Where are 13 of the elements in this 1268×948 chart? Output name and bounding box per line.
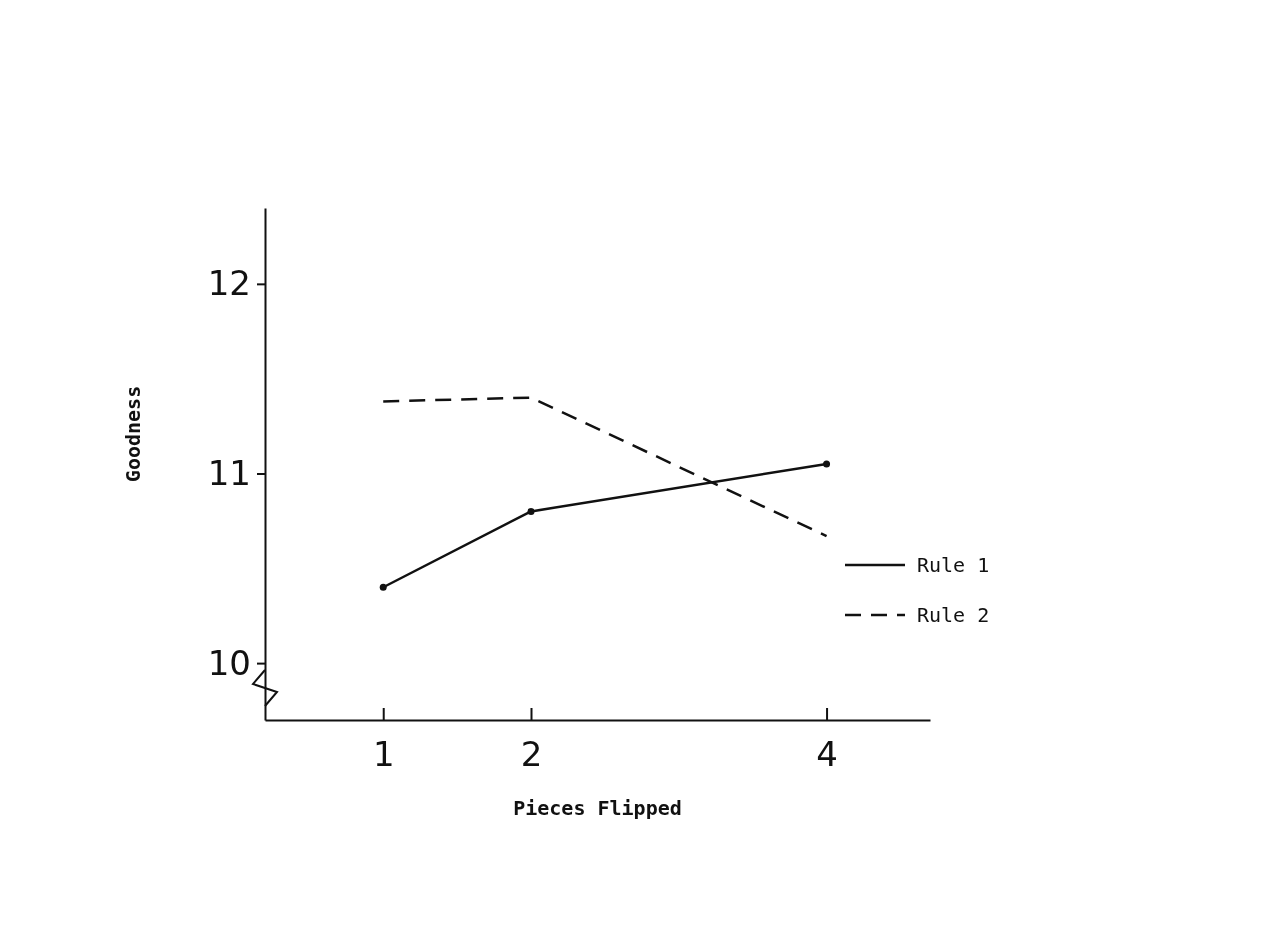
- legend-label: Rule 2: [917, 603, 990, 627]
- x-tick-label: 2: [520, 734, 543, 775]
- y-tick-label: 10: [207, 642, 251, 683]
- y-tick-label: 12: [207, 263, 251, 304]
- point: [379, 583, 387, 591]
- y-axis-title: Goodness: [121, 385, 145, 483]
- point: [527, 507, 535, 515]
- point: [823, 460, 831, 468]
- y-tick-label: 11: [207, 452, 251, 493]
- x-tick-label: 1: [372, 734, 395, 775]
- legend-label: Rule 1: [917, 553, 990, 577]
- x-axis-title: Pieces Flipped: [513, 796, 682, 820]
- x-tick-label: 4: [816, 734, 838, 775]
